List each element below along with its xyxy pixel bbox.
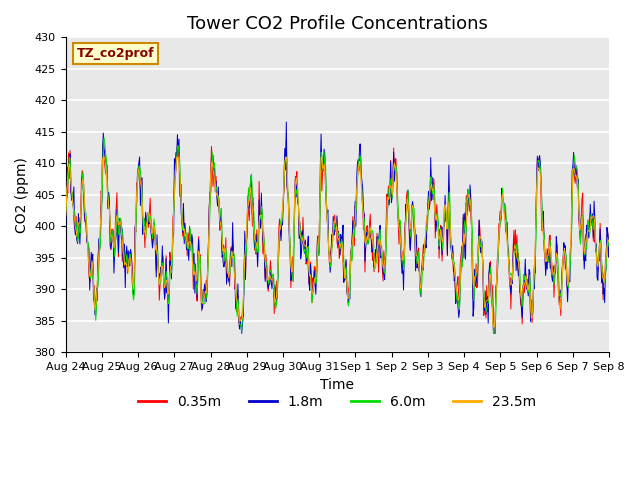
1.8m	[605, 230, 613, 236]
6.0m	[420, 254, 428, 260]
6.0m	[100, 135, 108, 141]
23.5m	[212, 190, 220, 196]
1.8m	[61, 229, 69, 235]
0.35m	[605, 234, 613, 240]
23.5m	[184, 240, 191, 246]
Line: 23.5m: 23.5m	[65, 157, 609, 327]
6.0m	[184, 246, 191, 252]
Text: TZ_co2prof: TZ_co2prof	[76, 47, 154, 60]
6.0m	[72, 216, 79, 222]
0.35m	[490, 330, 497, 336]
1.8m	[182, 247, 190, 252]
23.5m	[99, 154, 107, 160]
1.8m	[282, 119, 290, 125]
0.35m	[420, 241, 428, 247]
23.5m	[404, 200, 412, 206]
23.5m	[420, 252, 428, 258]
6.0m	[605, 244, 613, 250]
0.35m	[404, 193, 412, 199]
6.0m	[490, 330, 497, 336]
X-axis label: Time: Time	[321, 377, 355, 392]
0.35m	[72, 224, 79, 229]
Line: 6.0m: 6.0m	[65, 138, 609, 333]
23.5m	[72, 225, 79, 231]
0.35m	[282, 136, 290, 142]
1.8m	[72, 232, 79, 238]
1.8m	[405, 216, 413, 221]
0.35m	[182, 235, 190, 240]
1.8m	[238, 330, 246, 336]
Legend: 0.35m, 1.8m, 6.0m, 23.5m: 0.35m, 1.8m, 6.0m, 23.5m	[132, 389, 542, 415]
1.8m	[127, 251, 135, 257]
6.0m	[61, 214, 69, 219]
23.5m	[61, 215, 69, 221]
23.5m	[605, 238, 613, 244]
0.35m	[127, 252, 135, 258]
0.35m	[61, 215, 69, 221]
Title: Tower CO2 Profile Concentrations: Tower CO2 Profile Concentrations	[187, 15, 488, 33]
Y-axis label: CO2 (ppm): CO2 (ppm)	[15, 157, 29, 233]
Line: 1.8m: 1.8m	[65, 122, 609, 333]
23.5m	[490, 324, 497, 330]
1.8m	[421, 246, 429, 252]
23.5m	[128, 273, 136, 278]
6.0m	[212, 186, 220, 192]
1.8m	[211, 181, 219, 187]
6.0m	[128, 276, 136, 282]
Line: 0.35m: 0.35m	[65, 139, 609, 333]
6.0m	[404, 188, 412, 193]
0.35m	[211, 189, 219, 194]
